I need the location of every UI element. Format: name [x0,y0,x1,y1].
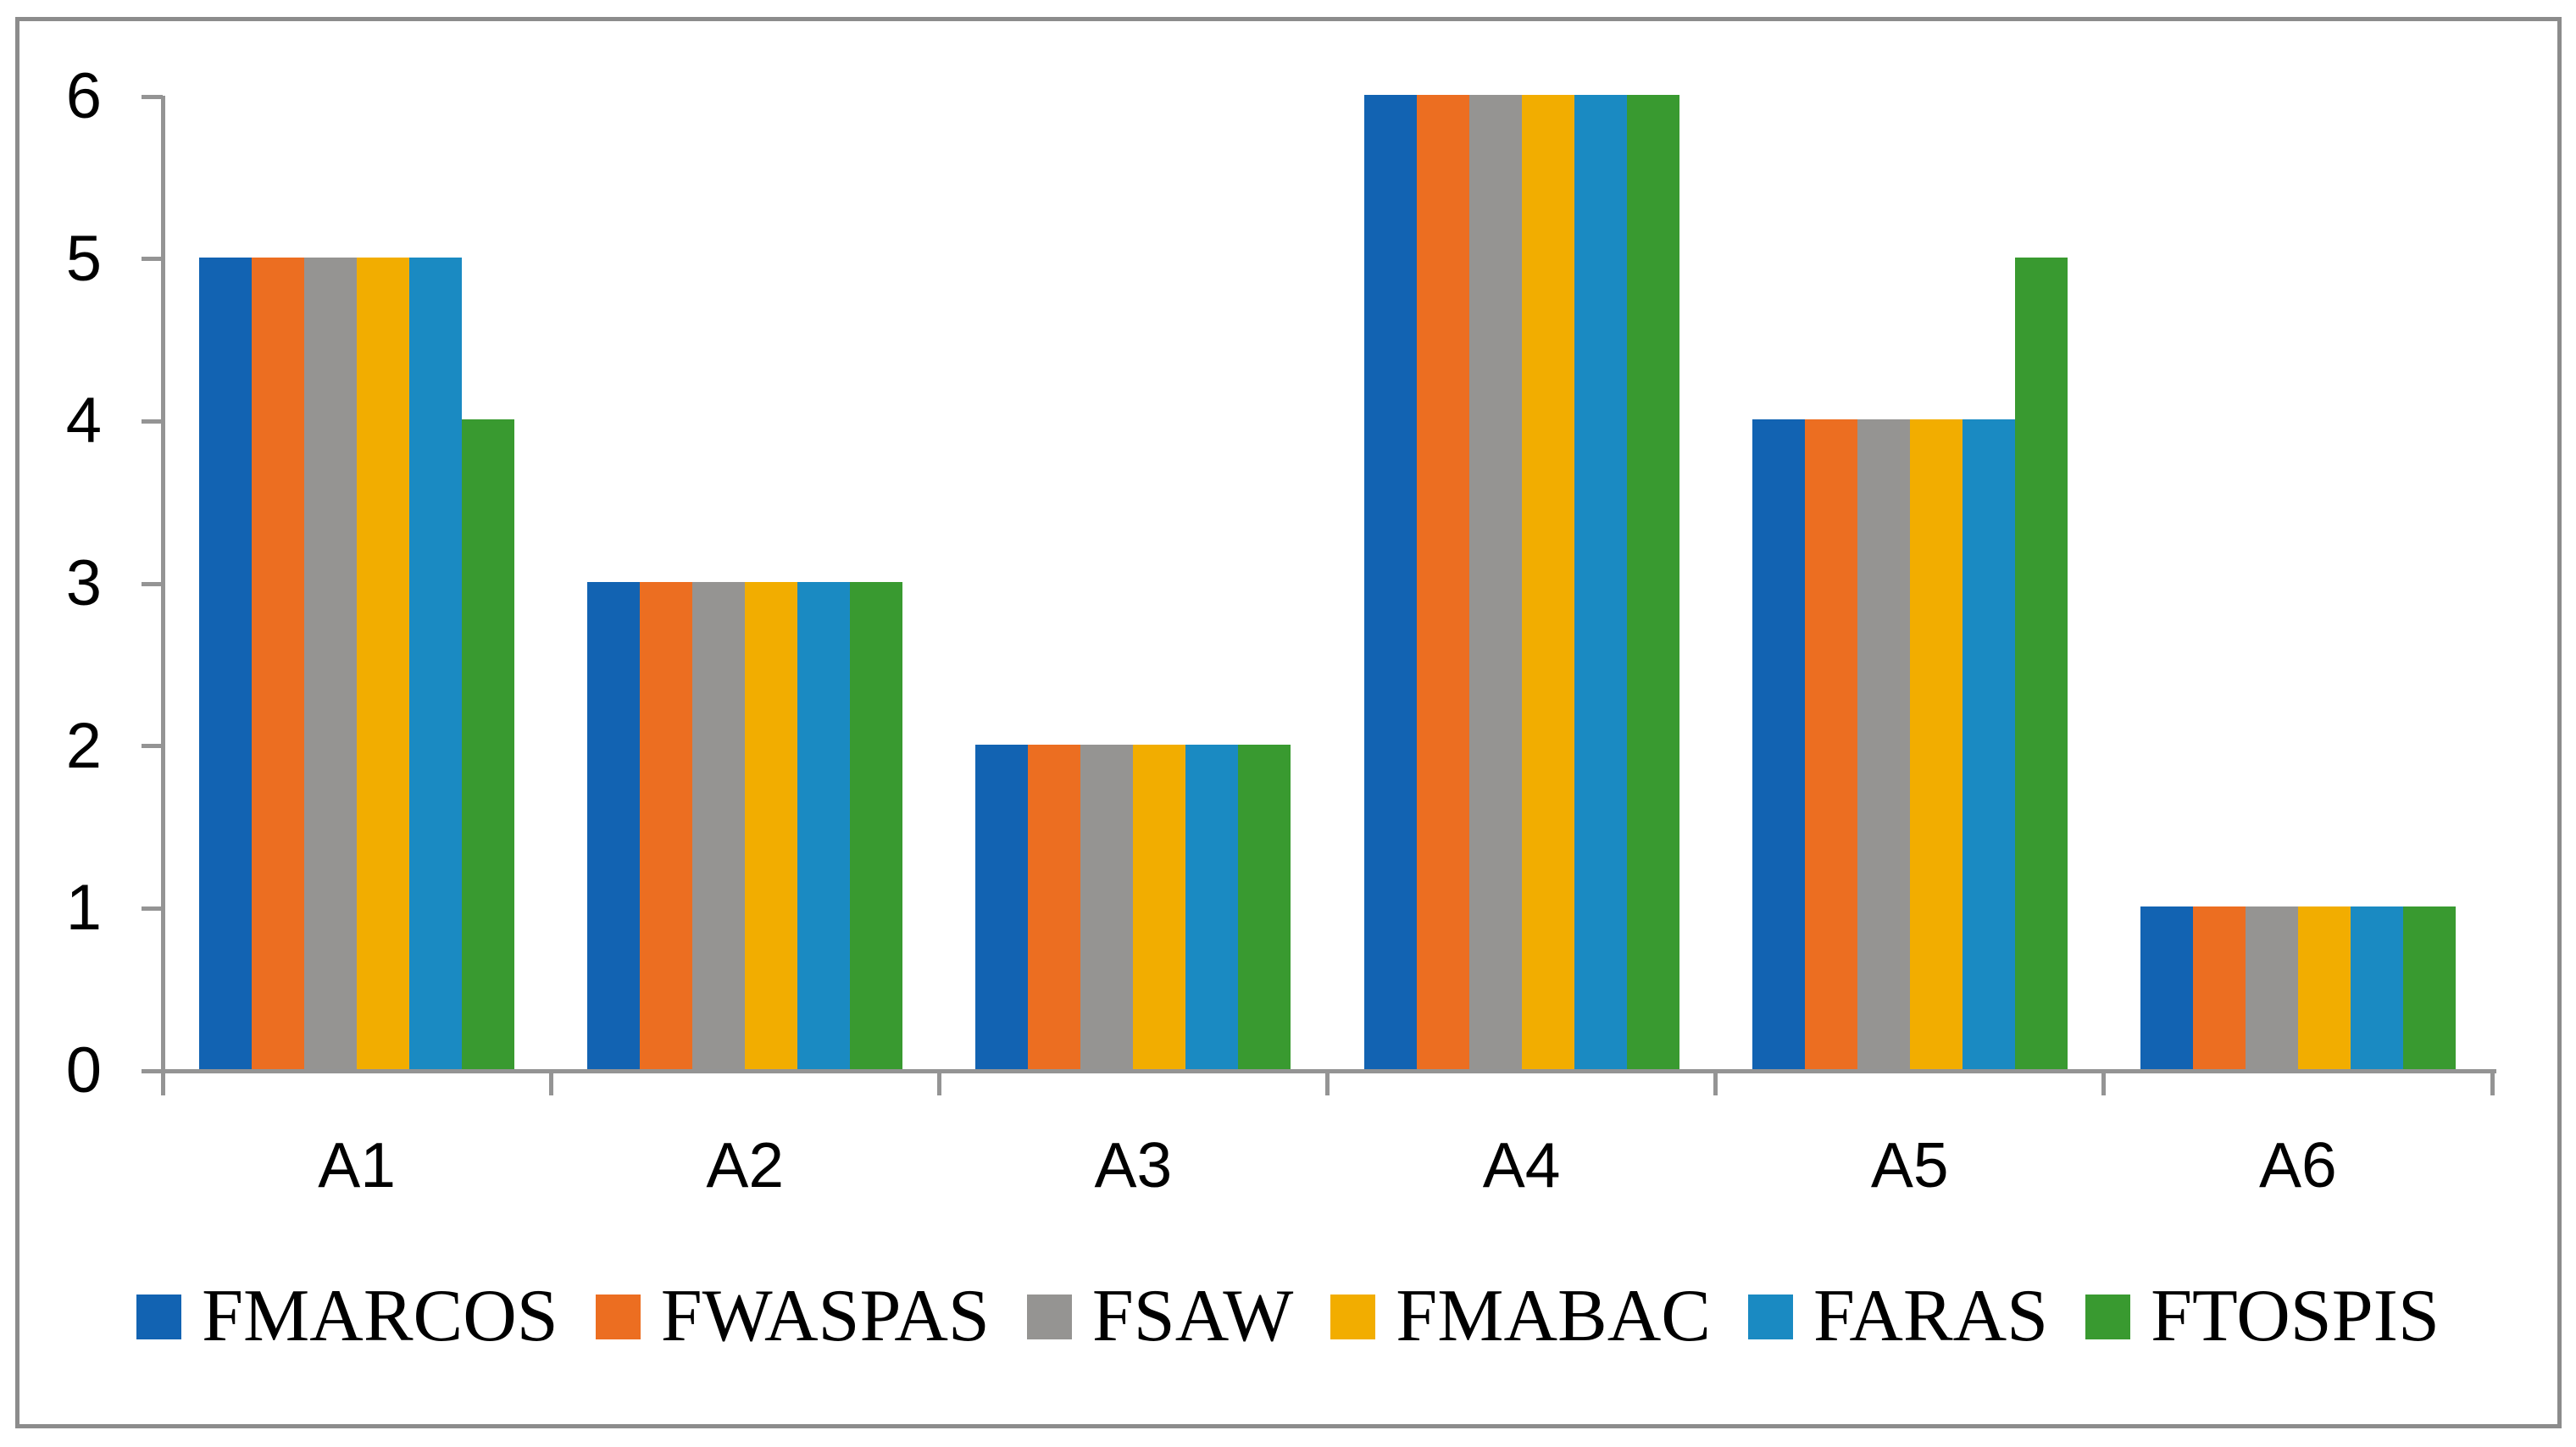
legend-swatch-icon [136,1294,182,1339]
bar-A6-FMARCOS [2140,906,2193,1069]
legend: FMARCOS FWASPAS FSAW FMABAC FARAS FTOSPIS [0,1267,2576,1366]
bar-A2-FMARCOS [587,582,641,1069]
y-axis-label: 5 [65,222,102,295]
category-label: A6 [2259,1129,2337,1200]
category-label: A5 [1870,1129,1949,1200]
legend-item-fsaw: FSAW [1026,1275,1294,1357]
bar-A1-FTOSPIS [462,419,514,1069]
category-label: A3 [1094,1129,1173,1200]
bar-A1-FSAW [304,257,357,1069]
category-label: A4 [1482,1129,1561,1200]
y-axis-tick [142,1068,163,1073]
y-axis-tick [142,94,163,99]
y-axis-label: 6 [65,60,102,132]
bar-A2-FARAS [797,582,851,1069]
bar-A3-FARAS [1185,744,1239,1069]
bar-A2-FMABAC [745,582,798,1069]
y-axis-tick [142,744,163,749]
legend-label: FSAW [1091,1275,1294,1357]
bar-A1-FWASPAS [252,257,304,1069]
category-label: A2 [706,1129,785,1200]
x-axis-tick [1713,1073,1718,1095]
legend-swatch-icon [2085,1294,2131,1339]
bar-A4-FMABAC [1521,95,1574,1069]
legend-label: FWASPAS [660,1275,990,1357]
x-axis-tick [2490,1073,2495,1095]
bar-A5-FWASPAS [1804,419,1857,1069]
bar-A1-FMABAC [357,257,409,1069]
legend-swatch-icon [595,1294,641,1339]
bar-A6-FARAS [2350,906,2403,1069]
category-label: A1 [318,1129,396,1200]
bar-A3-FSAW [1080,744,1134,1069]
legend-item-fmabac: FMABAC [1330,1279,1711,1354]
legend-item-faras: FARAS [1747,1275,2049,1357]
y-axis-tick [142,419,163,424]
y-axis-tick [142,257,163,262]
bar-A4-FWASPAS [1416,95,1469,1069]
legend-swatch-icon [1026,1294,1072,1339]
bar-A5-FARAS [1962,419,2015,1069]
bar-A5-FTOSPIS [2014,257,2068,1069]
bar-A6-FTOSPIS [2402,906,2456,1069]
bar-A6-FMABAC [2297,906,2351,1069]
y-axis-tick [142,906,163,911]
x-axis-tick [2101,1073,2107,1095]
bar-A3-FMARCOS [975,744,1029,1069]
bar-A5-FSAW [1857,419,1910,1069]
legend-label: FTOSPIS [2151,1275,2440,1357]
bar-A1-FARAS [409,257,462,1069]
bar-A2-FWASPAS [640,582,693,1069]
legend-item-fmarcos: FMARCOS [136,1279,558,1354]
y-axis-label: 1 [65,872,102,945]
bar-A4-FMARCOS [1363,95,1417,1069]
bar-A3-FWASPAS [1028,744,1081,1069]
bar-A5-FMARCOS [1752,419,1805,1069]
legend-swatch-icon [1747,1294,1793,1339]
x-axis-tick [936,1073,941,1095]
bar-A2-FTOSPIS [850,582,903,1069]
bar-A5-FMABAC [1909,419,1963,1069]
x-axis-tick [1325,1073,1330,1095]
bar-A2-FSAW [692,582,746,1069]
x-axis-tick [160,1073,165,1095]
bar-A6-FSAW [2245,906,2298,1069]
bar-A3-FTOSPIS [1238,744,1291,1069]
y-axis-label: 2 [65,709,102,782]
y-axis-tick [142,581,163,586]
bar-A4-FTOSPIS [1626,95,1679,1069]
legend-label: FARAS [1813,1275,2049,1357]
legend-item-ftospis: FTOSPIS [2085,1279,2440,1354]
y-axis-label: 3 [65,547,102,619]
y-axis-label: 4 [65,385,102,457]
legend-label: FMARCOS [202,1275,558,1357]
legend-item-fwaspas: FWASPAS [595,1275,990,1357]
x-axis-tick [548,1073,553,1095]
y-axis-line [161,96,165,1095]
y-axis-label: 0 [65,1034,102,1106]
x-axis-line [142,1069,2496,1073]
bar-A4-FSAW [1468,95,1522,1069]
bar-A6-FWASPAS [2192,906,2246,1069]
bar-A4-FARAS [1574,95,1627,1069]
bar-A1-FMARCOS [199,257,252,1069]
bar-A3-FMABAC [1133,744,1186,1069]
legend-label: FMABAC [1396,1275,1711,1357]
legend-swatch-icon [1330,1294,1376,1339]
